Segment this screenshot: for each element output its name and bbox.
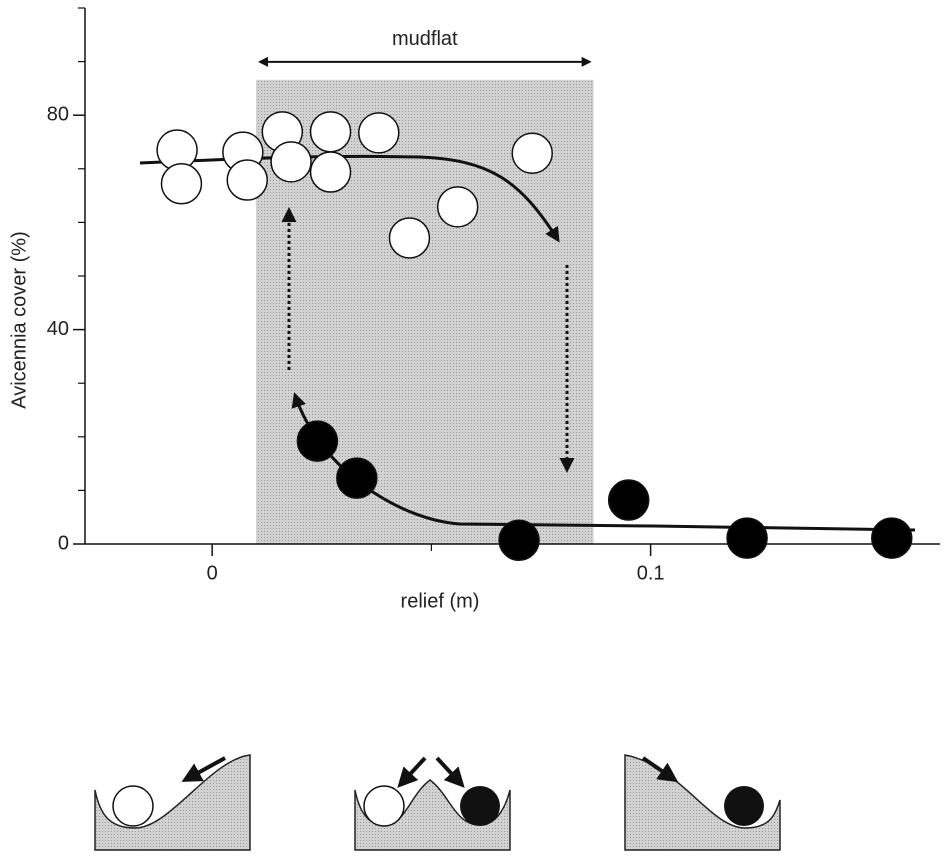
landscape — [94, 754, 251, 851]
ball — [724, 786, 764, 826]
y-tick-label: 0 — [58, 532, 69, 554]
mudflat-label: mudflat — [392, 28, 458, 50]
point — [336, 457, 378, 499]
arrow — [641, 756, 679, 783]
x-tick-label: 0.1 — [637, 562, 665, 584]
point — [607, 479, 650, 521]
point — [436, 186, 479, 228]
x-axis-label: relief (m) — [401, 590, 480, 612]
point — [388, 217, 431, 259]
x-tick-label: 0 — [207, 562, 218, 584]
arrow — [435, 756, 465, 788]
point — [498, 519, 540, 561]
point — [358, 112, 400, 154]
y-axis-label: Avicennia cover (%) — [8, 231, 30, 408]
point — [226, 159, 268, 201]
y-tick-label: 80 — [47, 103, 69, 125]
arrow — [397, 756, 427, 788]
point — [726, 517, 768, 559]
point — [296, 420, 339, 462]
point — [871, 517, 913, 559]
region-layer: mudflat — [256, 28, 594, 544]
point — [309, 151, 352, 193]
points — [156, 111, 913, 561]
point — [309, 111, 352, 153]
ball — [112, 785, 154, 827]
arrow — [181, 756, 226, 782]
y-tick-label: 40 — [47, 318, 69, 340]
cartoons — [94, 754, 781, 851]
point — [511, 132, 553, 175]
ball — [460, 786, 500, 826]
point — [160, 163, 203, 205]
point — [270, 141, 312, 183]
ball — [363, 785, 405, 827]
